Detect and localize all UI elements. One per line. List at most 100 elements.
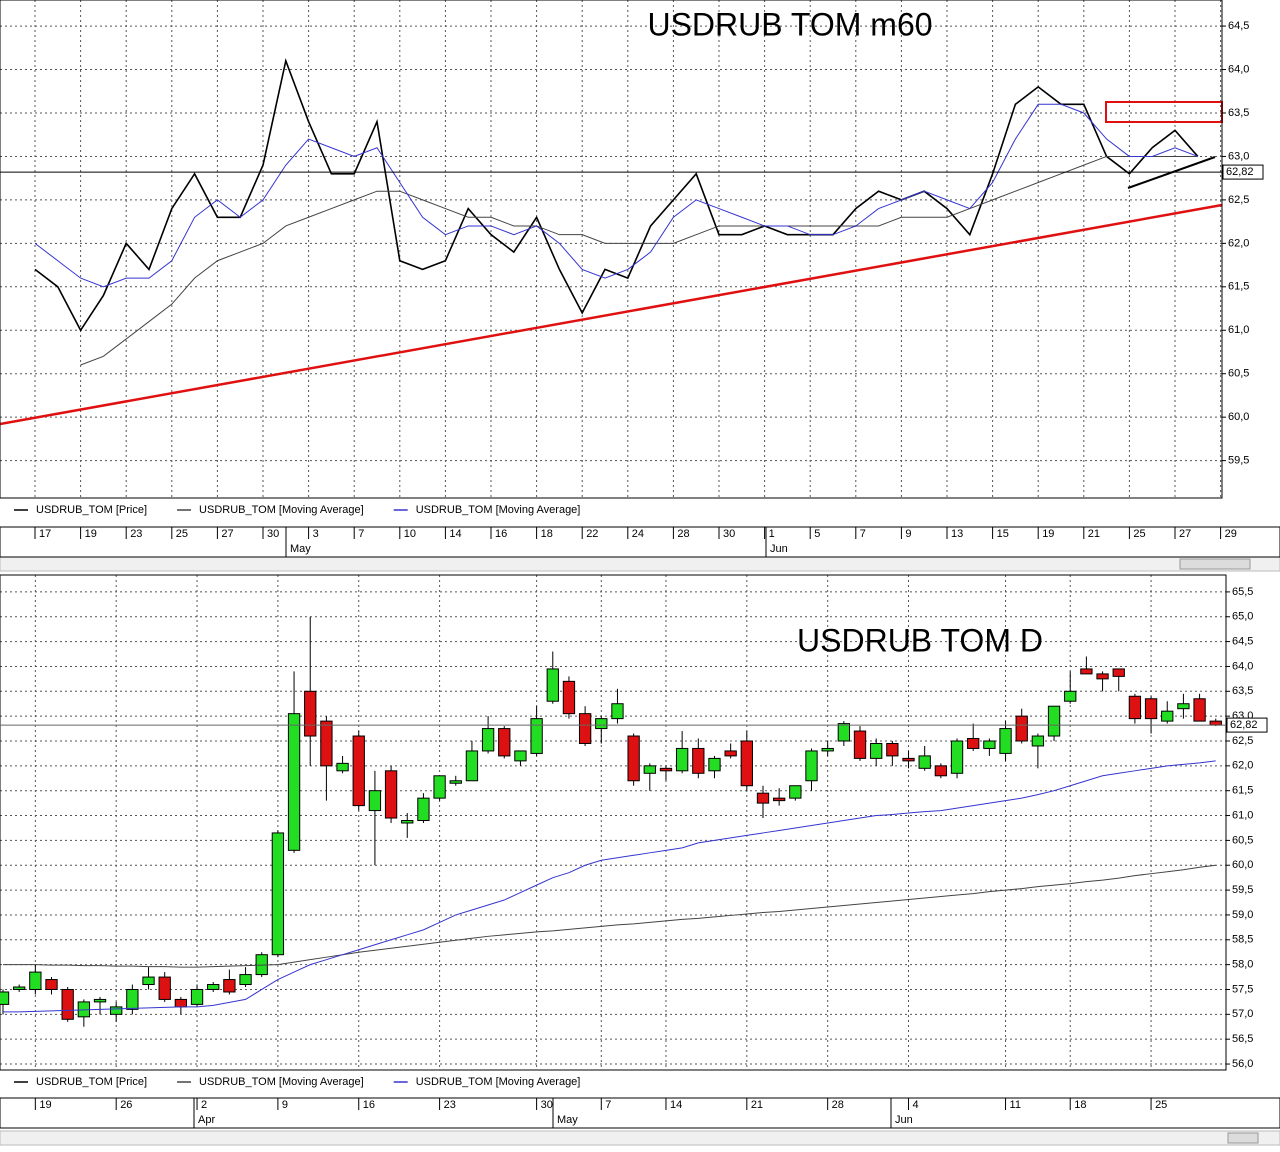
candle-body bbox=[1128, 695, 1142, 720]
x-tick-label: 30 bbox=[723, 528, 735, 540]
candle-body bbox=[1144, 698, 1158, 720]
legend-label: USDRUB_TOM [Moving Average] bbox=[199, 504, 364, 516]
candle-body bbox=[336, 762, 349, 772]
x-tick-label: 27 bbox=[221, 528, 233, 540]
x-tick-label: 9 bbox=[282, 1099, 288, 1111]
y-tick-label: 62,0 bbox=[1232, 760, 1253, 772]
splitter[interactable] bbox=[0, 556, 1280, 572]
candle-body bbox=[999, 728, 1012, 754]
candle-body bbox=[29, 971, 42, 990]
candle-body bbox=[789, 785, 802, 799]
candle-body bbox=[1047, 705, 1061, 737]
month-label: Jun bbox=[770, 543, 788, 555]
series-line bbox=[3, 864, 1216, 968]
x-tick-label: 25 bbox=[176, 528, 188, 540]
candle-body bbox=[1096, 673, 1109, 680]
x-tick-label: 19 bbox=[85, 528, 97, 540]
x-tick-label: 14 bbox=[449, 528, 461, 540]
y-tick-label: 57,5 bbox=[1232, 983, 1253, 995]
candle-body bbox=[967, 738, 980, 749]
y-tick-label: 64,0 bbox=[1232, 660, 1253, 672]
candle-body bbox=[530, 718, 543, 754]
candle-body bbox=[950, 740, 964, 774]
x-tick-label: 23 bbox=[130, 528, 142, 540]
chart-title: USDRUB TOM D bbox=[797, 622, 1043, 658]
y-tick-label: 58,0 bbox=[1232, 959, 1253, 971]
candle-body bbox=[110, 1006, 123, 1015]
y-tick-label: 62,5 bbox=[1232, 735, 1253, 747]
x-tick-label: 22 bbox=[586, 528, 598, 540]
candle-body bbox=[611, 703, 624, 720]
x-tick-label: 16 bbox=[495, 528, 507, 540]
x-tick-label: 1 bbox=[769, 528, 775, 540]
candle-body bbox=[498, 728, 511, 757]
candle-body bbox=[320, 720, 333, 767]
candle-body bbox=[934, 765, 948, 777]
candle-body bbox=[0, 991, 10, 1005]
candle-body bbox=[708, 757, 721, 772]
series-line bbox=[34, 103, 1198, 288]
x-tick-label: 28 bbox=[832, 1099, 844, 1111]
y-tick-label: 60,5 bbox=[1232, 834, 1253, 846]
candle-body bbox=[659, 767, 673, 772]
x-tick-label: 30 bbox=[541, 1099, 553, 1111]
x-tick-label: 11 bbox=[1010, 1099, 1021, 1111]
x-tick-label: 18 bbox=[541, 528, 553, 540]
x-tick-label: 2 bbox=[201, 1099, 207, 1111]
candle-body bbox=[13, 986, 26, 990]
x-tick-label: 15 bbox=[997, 528, 1009, 540]
x-tick-label: 26 bbox=[120, 1099, 132, 1111]
trend-line bbox=[0, 203, 1223, 426]
legend-label: USDRUB_TOM [Price] bbox=[36, 504, 147, 516]
candle-body bbox=[821, 747, 834, 752]
candle-body bbox=[1015, 715, 1028, 742]
candle-body bbox=[578, 713, 592, 744]
candle-body bbox=[756, 792, 770, 804]
candle-body bbox=[1161, 710, 1174, 722]
legend-label: USDRUB_TOM [Moving Average] bbox=[416, 504, 581, 516]
plot-area bbox=[0, 574, 1227, 1071]
x-tick-label: 25 bbox=[1155, 1099, 1167, 1111]
chart-title: USDRUB TOM m60 bbox=[647, 6, 932, 42]
month-label: Jun bbox=[895, 1114, 913, 1126]
candle-body bbox=[1209, 720, 1222, 726]
x-tick-label: 19 bbox=[39, 1099, 51, 1111]
x-tick-label: 19 bbox=[1042, 528, 1054, 540]
x-tick-label: 23 bbox=[444, 1099, 456, 1111]
candle-body bbox=[384, 770, 398, 819]
scrollbar[interactable] bbox=[0, 1130, 1280, 1146]
x-tick-label: 9 bbox=[905, 528, 911, 540]
candle-body bbox=[692, 747, 705, 774]
y-tick-label: 64,5 bbox=[1232, 636, 1253, 648]
candle-body bbox=[417, 797, 430, 822]
x-tick-label: 5 bbox=[814, 528, 820, 540]
candle-body bbox=[740, 740, 753, 787]
y-tick-label: 61,5 bbox=[1228, 281, 1249, 293]
candle-body bbox=[271, 832, 285, 956]
candle-body bbox=[223, 979, 236, 993]
y-tick-label: 56,0 bbox=[1232, 1058, 1253, 1070]
x-tick-label: 14 bbox=[670, 1099, 682, 1111]
scroll-thumb[interactable] bbox=[1227, 1132, 1259, 1144]
candle-body bbox=[983, 740, 996, 749]
scroll-thumb[interactable] bbox=[1179, 558, 1251, 570]
candle-body bbox=[675, 747, 689, 772]
candle-body bbox=[546, 668, 559, 702]
candle-body bbox=[595, 718, 608, 730]
y-tick-label: 63,0 bbox=[1228, 150, 1249, 162]
candle-body bbox=[514, 750, 527, 762]
candle-body bbox=[239, 974, 252, 986]
x-tick-label: 16 bbox=[363, 1099, 375, 1111]
candle-body bbox=[627, 735, 640, 782]
candle-body bbox=[1177, 703, 1190, 710]
series-line bbox=[3, 760, 1216, 1013]
y-tick-label: 60,0 bbox=[1232, 859, 1253, 871]
x-axis bbox=[0, 1097, 1280, 1129]
y-tick-label: 63,5 bbox=[1232, 685, 1253, 697]
candle-body bbox=[724, 750, 737, 757]
x-tick-label: 7 bbox=[358, 528, 364, 540]
candle-body bbox=[805, 750, 818, 782]
y-tick-label: 64,0 bbox=[1228, 63, 1249, 75]
y-tick-label: 64,5 bbox=[1228, 20, 1249, 32]
